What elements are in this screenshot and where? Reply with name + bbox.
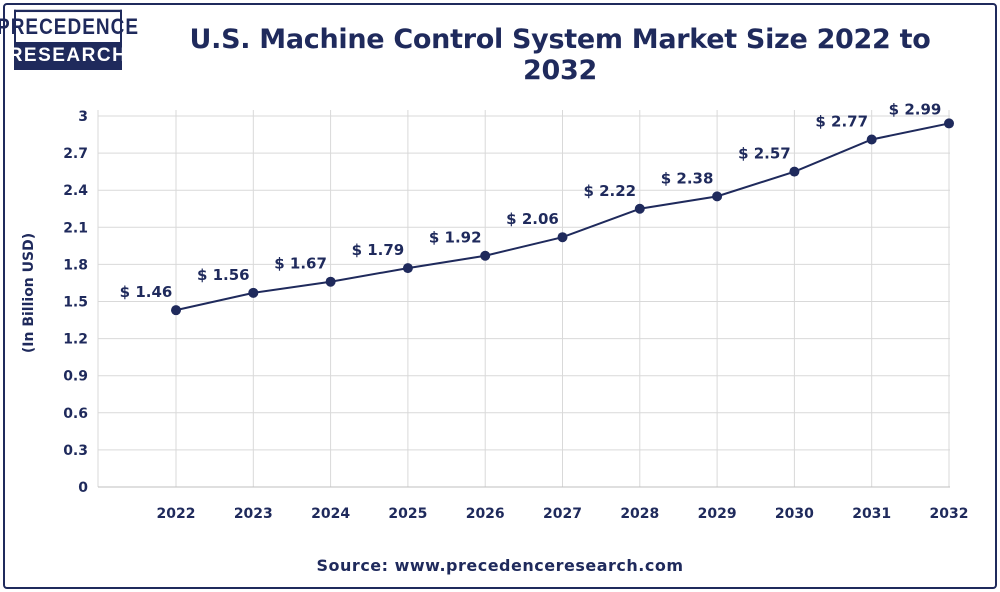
- brand-logo: PRECEDENCE RESEARCH: [0, 9, 138, 70]
- x-tick-label: 2023: [234, 506, 273, 522]
- x-tick-label: 2024: [311, 506, 350, 522]
- data-point: [557, 232, 568, 243]
- data-label: $ 1.46: [120, 283, 173, 301]
- data-label: $ 1.79: [352, 241, 405, 259]
- x-tick-label: 2026: [466, 506, 505, 522]
- x-tick-label: 2027: [543, 506, 582, 522]
- y-tick-label: 2.4: [63, 183, 88, 199]
- y-tick-label: 1.5: [63, 295, 88, 311]
- y-axis-label: (In Billion USD): [21, 233, 37, 353]
- data-point: [171, 305, 181, 316]
- data-point: [325, 276, 336, 287]
- data-label: $ 1.92: [429, 229, 482, 247]
- x-tick-label: 2029: [698, 506, 737, 522]
- y-tick-label: 0: [78, 480, 88, 496]
- y-tick-label: 2.1: [63, 220, 88, 236]
- data-point: [944, 118, 954, 129]
- data-label: $ 2.06: [506, 210, 559, 228]
- data-labels: $ 1.46 $ 1.56 $ 1.67 $ 1.79 $ 1.92 $ 2.06 $ 2.…: [120, 100, 942, 301]
- y-tick-label: 1.2: [63, 332, 88, 348]
- x-tick-label: 2031: [852, 506, 891, 522]
- data-point: [248, 287, 259, 298]
- data-point: [866, 134, 877, 145]
- data-point: [634, 203, 645, 214]
- source-note: Source: www.precedenceresearch.com: [316, 556, 684, 575]
- y-axis-ticks: 0 0.3 0.6 0.9 1.2 1.5 1.8 2.1 2.4 2.7 3: [63, 109, 88, 496]
- chart-title: U.S. Machine Control System Market Size …: [189, 24, 931, 86]
- x-axis-ticks: 2022 2023 2024 2025 2026 2027 2028 2029 2030 2031…: [157, 506, 969, 522]
- y-tick-label: 2.7: [63, 146, 88, 162]
- data-label: $ 2.77: [815, 112, 868, 130]
- data-label: $ 2.38: [661, 169, 714, 187]
- data-label: $ 2.22: [583, 182, 636, 200]
- y-tick-label: 0.9: [63, 369, 88, 385]
- x-tick-label: 2025: [388, 506, 427, 522]
- y-tick-label: 0.3: [63, 443, 88, 459]
- x-tick-label: 2032: [930, 506, 969, 522]
- data-points: [171, 118, 954, 316]
- data-label: $ 2.57: [738, 145, 791, 163]
- data-point: [789, 166, 800, 177]
- x-tick-label: 2030: [775, 506, 814, 522]
- y-tick-label: 1.8: [63, 257, 88, 273]
- y-tick-label: 3: [78, 109, 88, 125]
- data-point: [480, 250, 491, 261]
- chart-frame: [3, 3, 997, 589]
- data-label: $ 1.56: [197, 266, 250, 284]
- x-tick-label: 2028: [620, 506, 659, 522]
- x-tick-label: 2022: [157, 506, 196, 522]
- logo-line2: RESEARCH: [9, 42, 126, 70]
- data-label: $ 1.67: [274, 255, 327, 273]
- data-label: $ 2.99: [889, 100, 942, 118]
- data-point: [402, 263, 413, 274]
- logo-line1: PRECEDENCE: [0, 9, 138, 45]
- y-tick-label: 0.6: [63, 406, 88, 422]
- grid: [97, 110, 950, 488]
- data-point: [712, 191, 723, 202]
